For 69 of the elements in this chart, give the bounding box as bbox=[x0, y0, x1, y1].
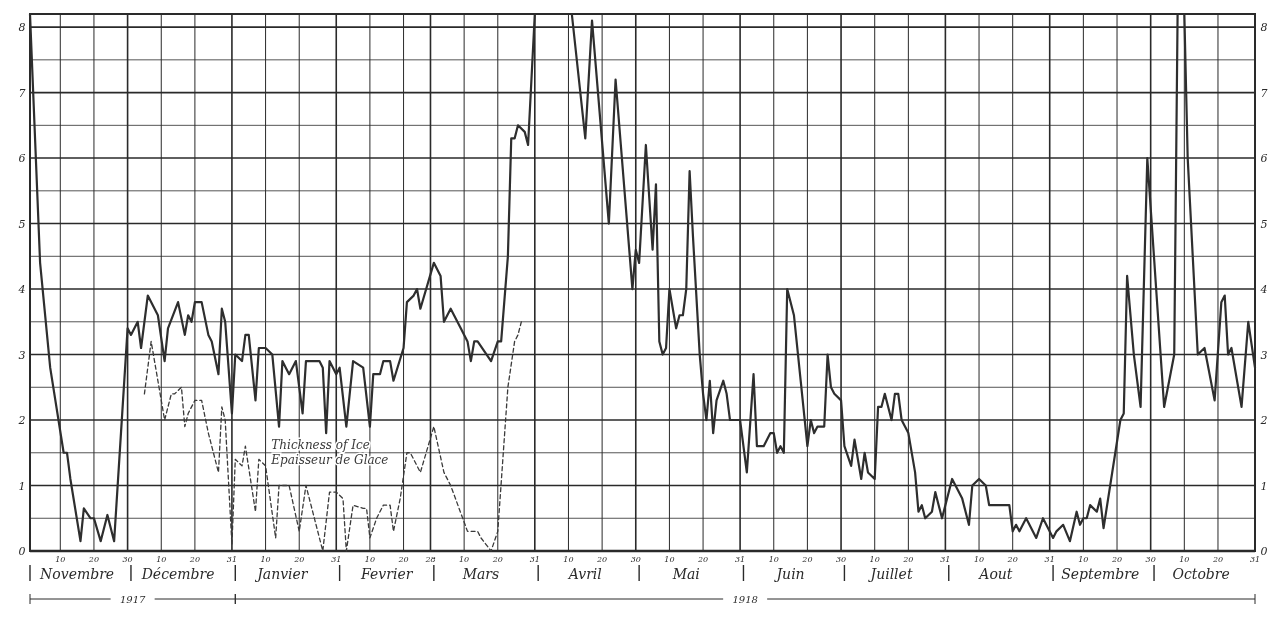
x-tick-label: 31 bbox=[735, 555, 746, 564]
x-tick-label: 10 bbox=[364, 555, 375, 564]
x2-tick-label: Avril bbox=[566, 566, 602, 582]
y2-tick-label: 1 bbox=[1260, 479, 1268, 493]
x-tick-label: 10 bbox=[1078, 555, 1089, 564]
x-tick-label: 10 bbox=[459, 555, 470, 564]
x-tick-label: 30 bbox=[122, 555, 133, 564]
x-tick-label: 31 bbox=[1249, 555, 1261, 564]
y2-tick-label: 5 bbox=[1260, 217, 1268, 231]
x2-tick-label: Janvier bbox=[254, 566, 309, 582]
x-tick-label: 10 bbox=[55, 555, 66, 564]
x-tick-label: 20 bbox=[801, 555, 813, 564]
x2-tick-label: Aout bbox=[977, 566, 1013, 582]
y-tick-label: 2 bbox=[17, 414, 26, 428]
y-tick-label: 0 bbox=[18, 545, 26, 558]
y2-tick-label: 4 bbox=[1259, 283, 1268, 297]
x2-tick-label: Mai bbox=[671, 566, 700, 582]
y-tick-label: 4 bbox=[17, 283, 26, 297]
x-tick-label: 20 bbox=[491, 555, 503, 564]
y-tick-label: 5 bbox=[18, 217, 26, 231]
x-tick-label: 20 bbox=[188, 555, 200, 564]
x-tick-label: 10 bbox=[1179, 555, 1190, 564]
x-tick-label: 10 bbox=[768, 555, 779, 564]
x-tick-label: 31 bbox=[226, 555, 238, 564]
y2-tick-label: 8 bbox=[1260, 21, 1268, 35]
x-tick-label: 20 bbox=[87, 555, 100, 564]
y-tick-label: 7 bbox=[18, 86, 26, 100]
x-tick-label: 31 bbox=[529, 555, 540, 564]
x2-tick-label: Juillet bbox=[867, 566, 913, 582]
y2-tick-label: 3 bbox=[1260, 348, 1268, 362]
y2-tick-label: 7 bbox=[1260, 86, 1268, 100]
x-tick-label: 30 bbox=[835, 555, 847, 564]
x-tick-label: 20 bbox=[696, 555, 709, 564]
x-tick-label: 10 bbox=[664, 555, 675, 564]
x-tick-label: 20 bbox=[1211, 555, 1224, 564]
y2-tick-label: 6 bbox=[1260, 152, 1268, 166]
x-tick-label: 10 bbox=[260, 555, 271, 564]
x-tick-label: 20 bbox=[1110, 555, 1123, 564]
text: 1918 bbox=[732, 594, 758, 605]
x-tick-label: 20 bbox=[902, 555, 914, 564]
x-tick-label: 31 bbox=[331, 555, 342, 564]
line-series bbox=[143, 321, 522, 552]
x-tick-label: 30 bbox=[630, 555, 641, 564]
x2-tick-label: Décembre bbox=[140, 566, 215, 582]
x2-tick-label: Octobre bbox=[1172, 566, 1230, 582]
y2-tick-label: 2 bbox=[1259, 414, 1268, 428]
x-tick-label: 20 bbox=[596, 555, 608, 564]
x-tick-label: 10 bbox=[973, 555, 985, 564]
x-tick-label: 10 bbox=[156, 555, 167, 564]
x-tick-label: 31 bbox=[1044, 555, 1055, 564]
y-tick-label: 1 bbox=[18, 479, 26, 493]
x2-tick-label: Fevrier bbox=[360, 566, 414, 582]
y-tick-label: 6 bbox=[18, 152, 26, 166]
x-tick-label: 31 bbox=[940, 555, 951, 564]
x-tick-label: 30 bbox=[1145, 555, 1156, 564]
x-tick-label: 20 bbox=[293, 555, 305, 564]
y-tick-label: 8 bbox=[18, 21, 26, 35]
y-tick-label: 3 bbox=[18, 348, 26, 362]
text: 1917 bbox=[119, 594, 146, 605]
x2-tick-label: Novembre bbox=[39, 566, 115, 582]
x-tick-label: 20 bbox=[1006, 555, 1018, 564]
y2-tick-label: 0 bbox=[1260, 545, 1268, 558]
x2-tick-label: Mars bbox=[461, 566, 500, 582]
x-tick-label: 10 bbox=[563, 555, 574, 564]
x-tick-label: 10 bbox=[869, 555, 880, 564]
x-tick-label: 28 bbox=[424, 555, 436, 564]
x2-tick-label: Juin bbox=[773, 566, 805, 582]
x2-tick-label: Septembre bbox=[1061, 566, 1140, 582]
x-tick-label: 20 bbox=[397, 555, 409, 564]
